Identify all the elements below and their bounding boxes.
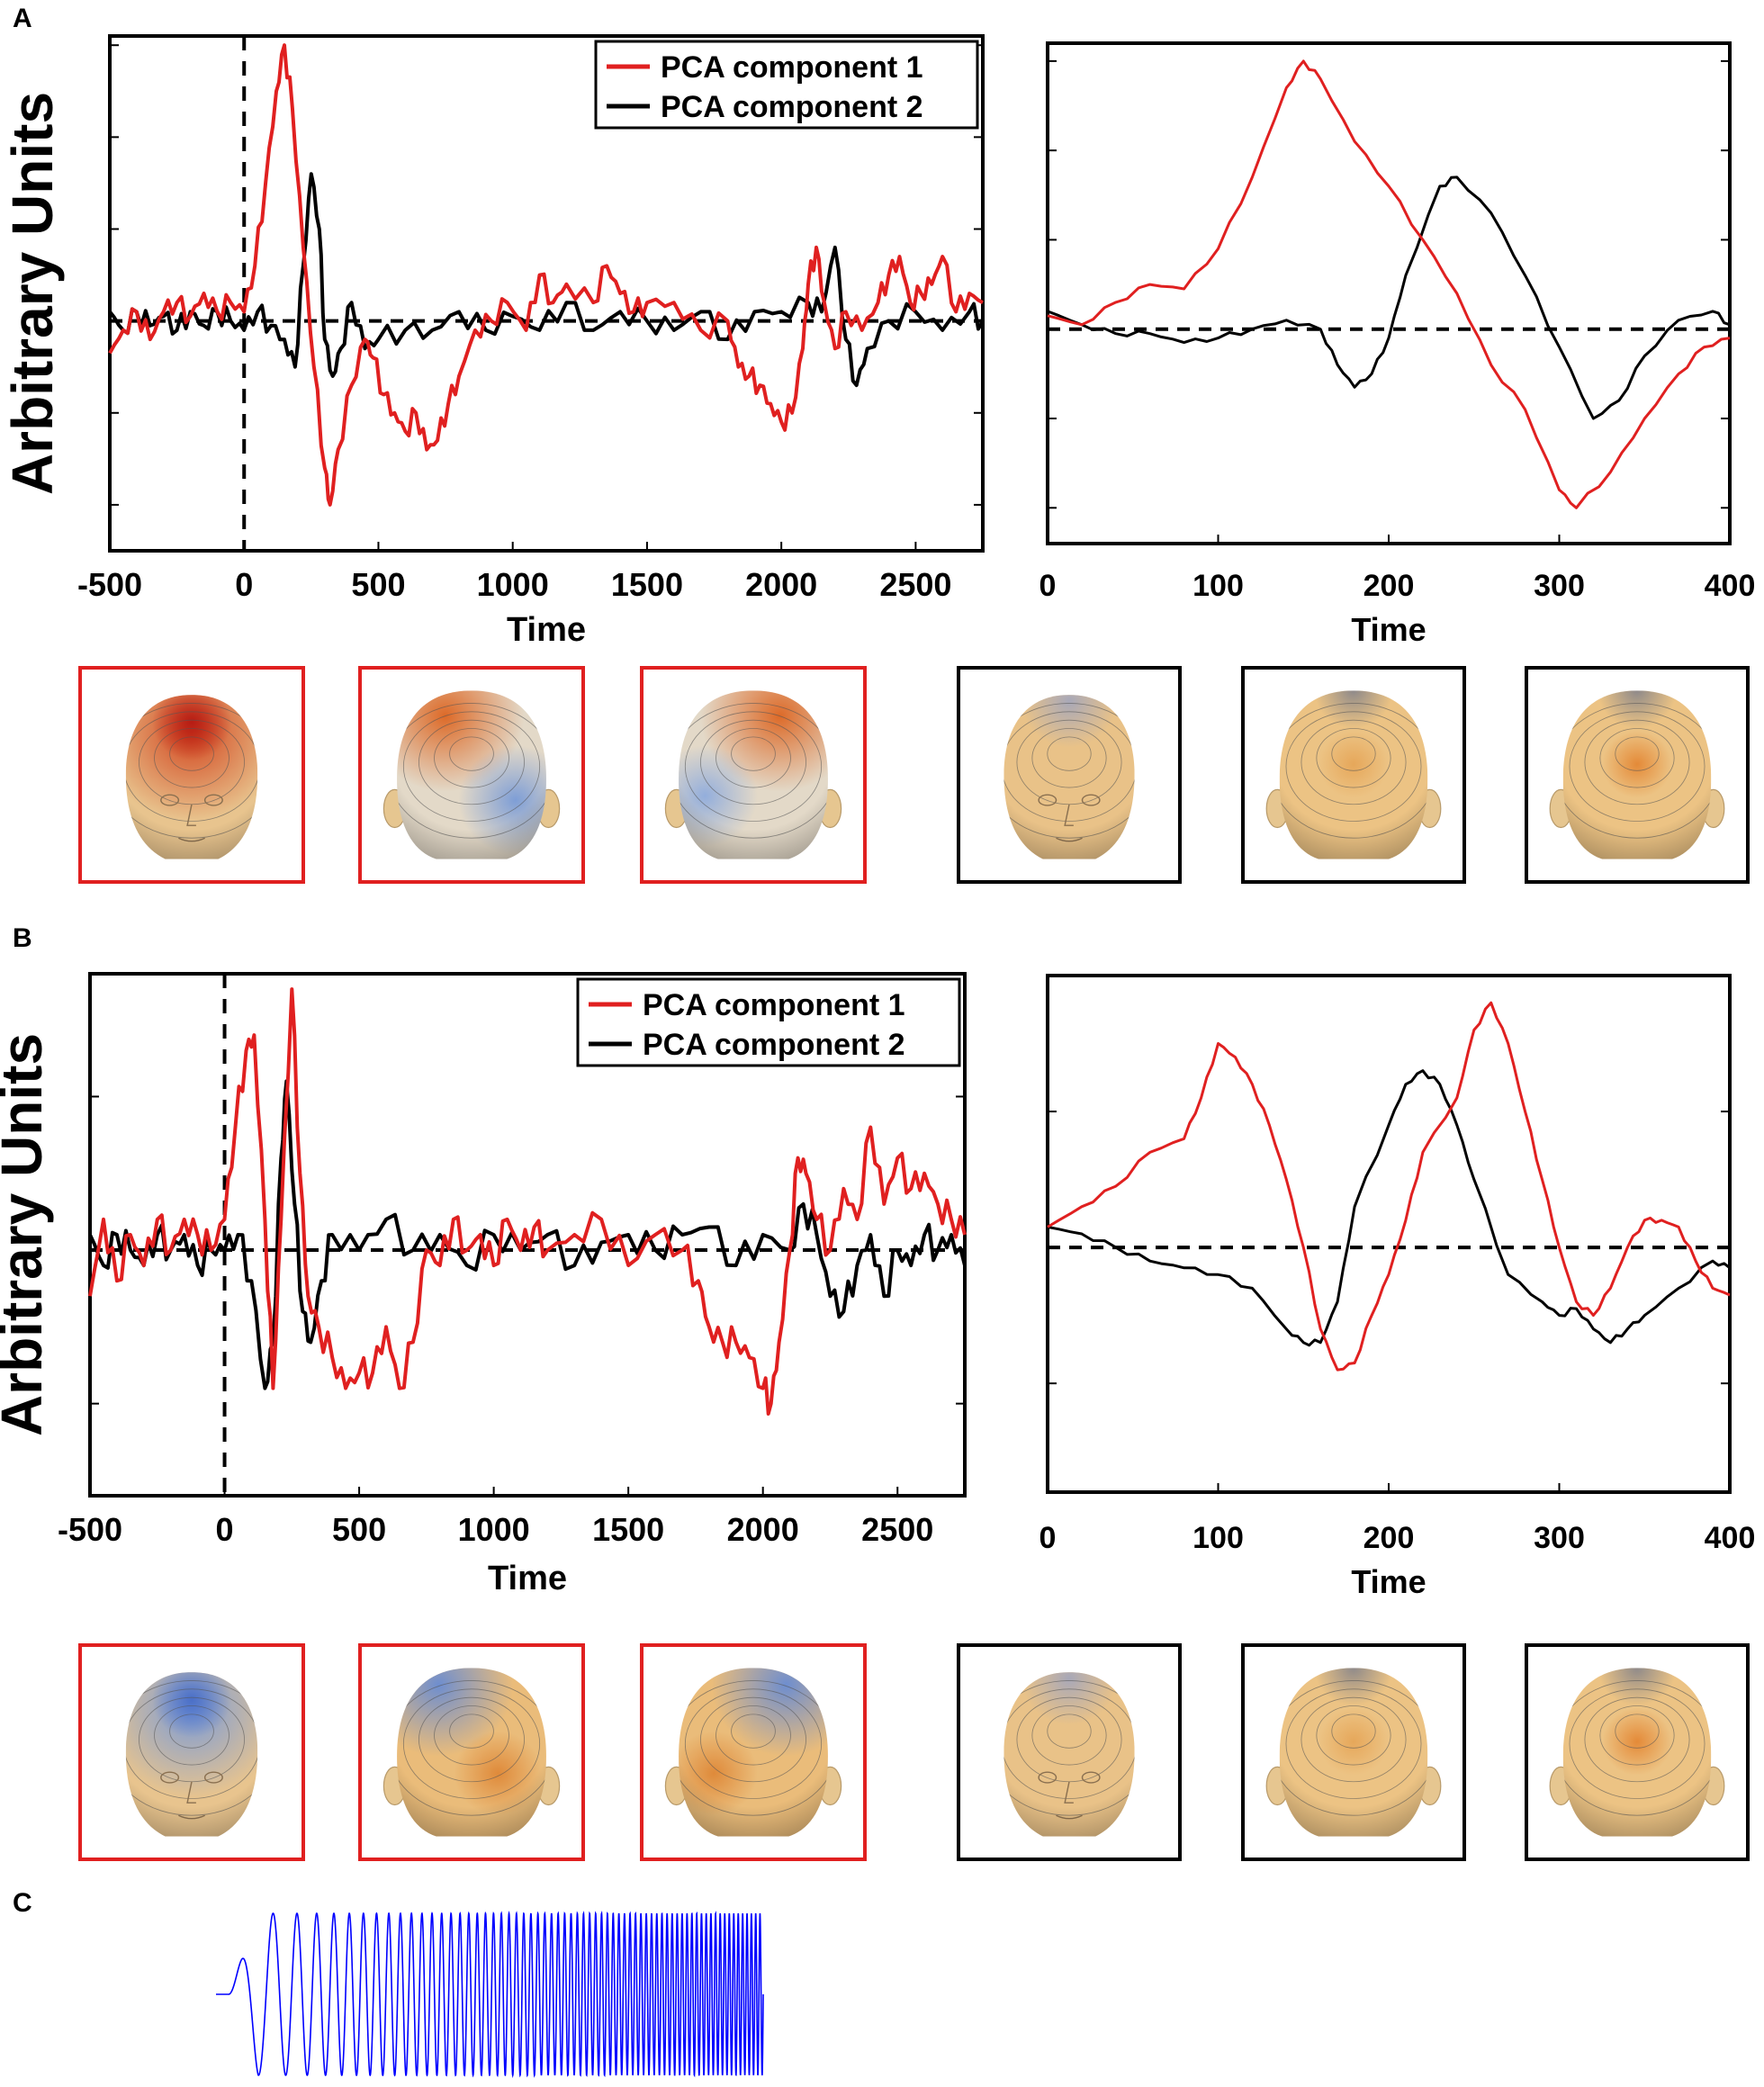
legend-box bbox=[576, 977, 961, 1067]
x-tick-label: 2000 bbox=[727, 1511, 799, 1548]
panel-a-full-time-chart: -500 0 500 1000 1500 2000 2500 Time Arbitrary Un… bbox=[0, 34, 985, 649]
x-tick-label: 0 bbox=[216, 1511, 234, 1548]
x-tick-label: 1500 bbox=[611, 566, 683, 603]
x-tick-label: 200 bbox=[1364, 1521, 1415, 1555]
x-tick-label: 200 bbox=[1364, 569, 1415, 603]
panel-a-zoom-chart: 0 100 200 300 400 Time bbox=[1040, 41, 1756, 648]
topomap-back-3 bbox=[640, 666, 867, 884]
x-axis-label: Time bbox=[1351, 611, 1426, 648]
x-tick-label: 100 bbox=[1192, 1521, 1244, 1555]
panel-b-zoom-chart: 0 100 200 300 400 Time bbox=[1040, 974, 1756, 1600]
x-axis-label: Time bbox=[488, 1560, 567, 1597]
series-line-component-2 bbox=[1047, 1069, 1731, 1347]
topomap-back-5 bbox=[1241, 1643, 1466, 1861]
series-line-component-2 bbox=[1047, 175, 1731, 420]
legend-entry: PCA component 1 bbox=[643, 988, 905, 1022]
legend-entry: PCA component 2 bbox=[643, 1028, 905, 1062]
y-axis-label: Arbitrary Units bbox=[0, 92, 65, 495]
topomap-front-4 bbox=[957, 1643, 1182, 1861]
x-tick-label: -500 bbox=[77, 566, 142, 603]
x-tick-label: 100 bbox=[1192, 569, 1244, 603]
x-tick-label: 500 bbox=[332, 1511, 386, 1548]
series-line-component-1 bbox=[1047, 1001, 1731, 1372]
x-axis-label: Time bbox=[1351, 1563, 1426, 1600]
x-tick-label: 2500 bbox=[861, 1511, 933, 1548]
x-tick-label: 0 bbox=[1040, 1521, 1057, 1555]
panel-label-a: A bbox=[13, 4, 32, 33]
series-line-component-1 bbox=[108, 43, 984, 507]
x-tick-label: 400 bbox=[1705, 569, 1756, 603]
topomap-front-1 bbox=[78, 666, 305, 884]
x-tick-label: 1500 bbox=[592, 1511, 664, 1548]
plot-frame bbox=[1046, 974, 1732, 1494]
panel-label-c: C bbox=[13, 1888, 32, 1918]
x-tick-label: 300 bbox=[1534, 569, 1585, 603]
series-line-component-2 bbox=[88, 1079, 967, 1390]
topomap-back-6 bbox=[1525, 1643, 1750, 1861]
x-tick-label: 0 bbox=[1040, 569, 1057, 603]
plot-frame bbox=[108, 34, 985, 553]
panel-b-full-time-chart: -500 0 500 1000 1500 2000 2500 Time Arbitrary Un… bbox=[0, 972, 967, 1597]
legend-entry: PCA component 1 bbox=[661, 50, 923, 85]
x-axis-label: Time bbox=[507, 611, 586, 649]
topomap-back-6 bbox=[1525, 666, 1750, 884]
series-line-component-1 bbox=[1047, 59, 1731, 509]
topomap-back-2 bbox=[358, 1643, 585, 1861]
chirp-waveform-trace bbox=[216, 1910, 764, 2079]
x-tick-label: 1000 bbox=[477, 566, 549, 603]
x-tick-label: 300 bbox=[1534, 1521, 1585, 1555]
stimulus-waveform bbox=[216, 1910, 764, 2079]
x-tick-label: 1000 bbox=[458, 1511, 530, 1548]
y-axis-label: Arbitrary Units bbox=[0, 1033, 54, 1436]
legend-entry: PCA component 2 bbox=[661, 90, 923, 124]
x-tick-label: 2000 bbox=[745, 566, 817, 603]
topomap-back-5 bbox=[1241, 666, 1466, 884]
x-tick-label: 400 bbox=[1705, 1521, 1756, 1555]
topomap-front-4 bbox=[957, 666, 1182, 884]
plot-frame bbox=[1046, 41, 1732, 545]
x-tick-label: -500 bbox=[58, 1511, 122, 1548]
x-tick-label: 0 bbox=[235, 566, 253, 603]
topomap-front-1 bbox=[78, 1643, 305, 1861]
x-tick-label: 500 bbox=[351, 566, 405, 603]
topomap-back-3 bbox=[640, 1643, 867, 1861]
topomap-back-2 bbox=[358, 666, 585, 884]
x-tick-label: 2500 bbox=[879, 566, 951, 603]
legend-box bbox=[594, 40, 979, 130]
panel-label-b: B bbox=[13, 923, 32, 953]
series-line-component-1 bbox=[88, 987, 967, 1416]
